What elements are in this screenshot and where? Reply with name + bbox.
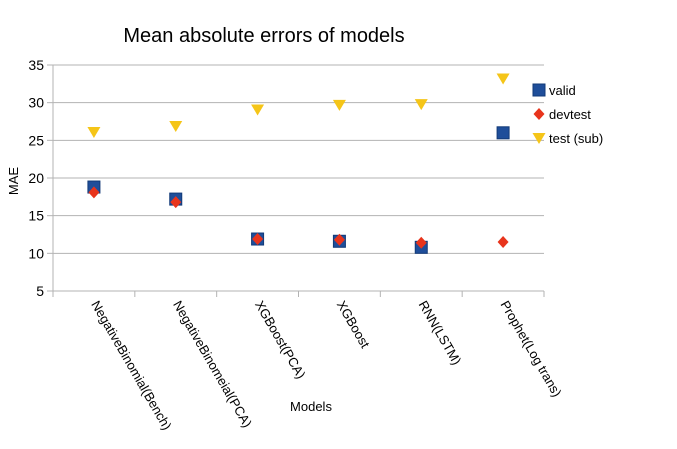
data-point	[251, 104, 265, 116]
data-point	[496, 73, 510, 85]
y-tick-label: 5	[36, 283, 44, 299]
x-tick-label: NegativeBinomeial(PCA)	[170, 298, 255, 430]
y-tick-label: 25	[28, 132, 44, 148]
data-point	[169, 121, 183, 133]
legend-label: devtest	[549, 107, 591, 122]
y-tick-labels: 5 10 15 20 25 30 35	[28, 57, 44, 299]
x-tick-label: RNN(LSTM)	[416, 298, 465, 367]
data-point	[414, 99, 428, 111]
legend-marker	[533, 108, 545, 120]
gridlines	[47, 64, 544, 292]
chart-title: Mean absolute errors of models	[123, 25, 404, 47]
data-point	[332, 99, 346, 111]
x-tick-label: Prophet(Log trans)	[497, 298, 564, 399]
series-1	[88, 186, 509, 249]
data-point	[88, 186, 100, 199]
y-tick-label: 35	[28, 57, 44, 73]
x-tick-label: XGBoost(PCA)	[252, 298, 309, 381]
y-tick-label: 30	[28, 95, 44, 111]
data-point	[415, 236, 427, 249]
data-point	[497, 236, 509, 249]
series-2	[87, 73, 510, 139]
axes	[52, 65, 545, 297]
x-axis-title: Models	[290, 399, 332, 414]
legend-label: valid	[549, 83, 576, 98]
data-point	[170, 196, 182, 209]
legend: valid devtest test (sub)	[532, 83, 603, 146]
x-tick-label: NegativeBinomial(Bench)	[88, 298, 174, 433]
data-point	[252, 233, 264, 246]
x-tick-label: XGBoost	[334, 298, 373, 351]
y-tick-label: 15	[28, 208, 44, 224]
series-0	[87, 126, 510, 254]
y-tick-label: 20	[28, 170, 44, 186]
data-point	[87, 127, 101, 139]
y-axis-title: MAE	[6, 167, 21, 196]
legend-marker	[532, 133, 546, 144]
y-tick-label: 10	[28, 245, 44, 261]
data-points	[87, 73, 510, 254]
data-point	[333, 233, 345, 246]
legend-marker	[532, 83, 546, 97]
data-point	[496, 126, 510, 140]
legend-label: test (sub)	[549, 131, 603, 146]
